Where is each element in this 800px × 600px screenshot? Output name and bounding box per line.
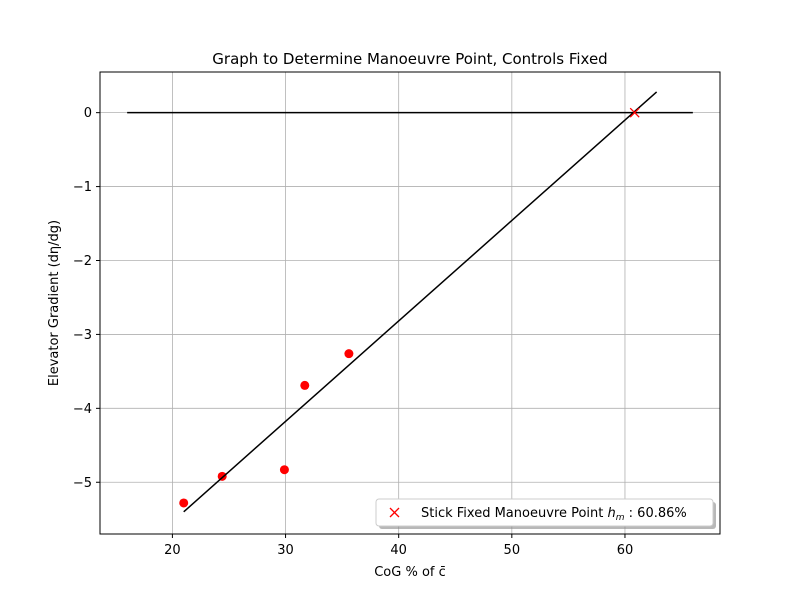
y-tick-label: 0 bbox=[84, 106, 92, 121]
chart-title: Graph to Determine Manoeuvre Point, Cont… bbox=[212, 50, 607, 68]
legend-box bbox=[375, 498, 714, 527]
legend-subscript: m bbox=[616, 513, 625, 523]
x-tick-label: 60 bbox=[617, 543, 634, 558]
y-tick-label: −5 bbox=[73, 476, 92, 491]
data-point bbox=[344, 349, 354, 359]
legend-label: Stick Fixed Manoeuvre Point hm : 60.86% bbox=[421, 506, 687, 523]
manoeuvre-point-marker bbox=[629, 107, 640, 118]
y-tick-label: −1 bbox=[73, 180, 92, 195]
x-tick-label: 30 bbox=[277, 543, 294, 558]
ticks: 20 30 40 50 60 0 −1 −2 −3 −4 −5 bbox=[73, 106, 633, 558]
legend-x-marker bbox=[389, 507, 400, 518]
y-axis-label: Elevator Gradient (dη/dg) bbox=[47, 220, 62, 386]
legend-prefix: Stick Fixed Manoeuvre Point bbox=[421, 506, 608, 521]
grid bbox=[100, 72, 720, 534]
data-point bbox=[279, 465, 289, 475]
data-point bbox=[300, 380, 310, 390]
x-tick-label: 50 bbox=[504, 543, 521, 558]
legend-suffix: : 60.86% bbox=[625, 506, 687, 521]
data-point bbox=[179, 498, 189, 508]
legend: Stick Fixed Manoeuvre Point hm : 60.86% bbox=[375, 498, 716, 529]
fit-line bbox=[183, 91, 658, 513]
plot-frame bbox=[99, 71, 721, 535]
x-tick-label: 40 bbox=[390, 543, 407, 558]
y-tick-label: −3 bbox=[73, 328, 92, 343]
plot-data bbox=[127, 91, 693, 513]
data-point bbox=[217, 471, 227, 481]
x-tick-label: 20 bbox=[164, 543, 181, 558]
x-axis-label: CoG % of c̄ bbox=[374, 565, 446, 580]
y-tick-label: −2 bbox=[73, 254, 92, 269]
legend-symbol: h bbox=[608, 506, 616, 521]
y-tick-label: −4 bbox=[73, 402, 92, 417]
